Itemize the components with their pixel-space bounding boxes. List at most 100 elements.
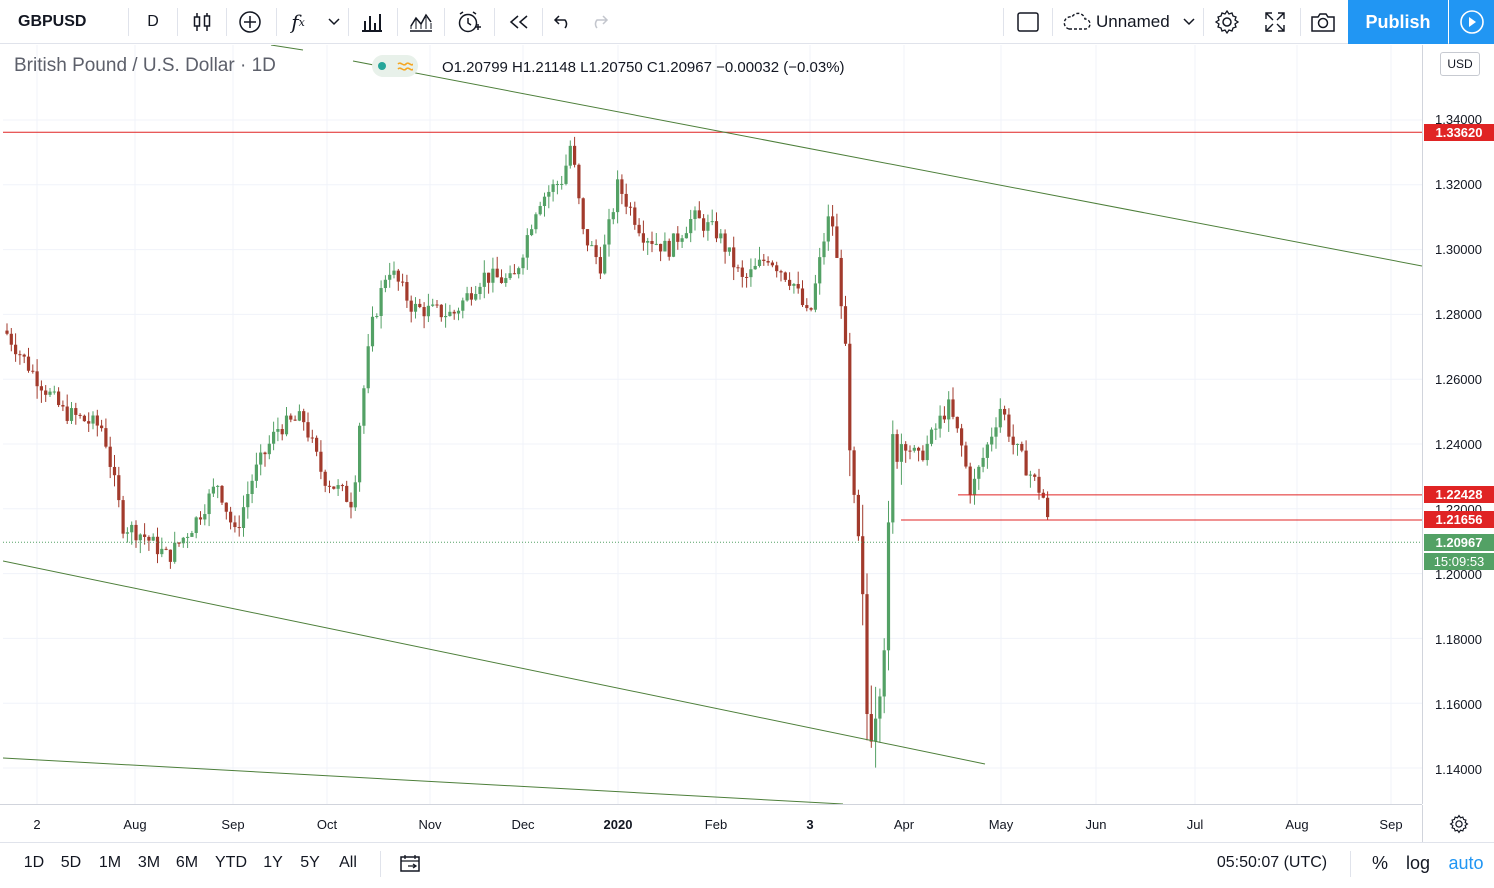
candle-body: [370, 316, 375, 347]
legend-status-pill[interactable]: [372, 55, 418, 77]
candle-body: [125, 532, 129, 534]
range-1y[interactable]: 1Y: [263, 854, 283, 871]
utc-clock[interactable]: 05:50:07 (UTC): [1216, 854, 1328, 871]
range-3m[interactable]: 3M: [137, 854, 161, 871]
auto-toggle[interactable]: auto: [1448, 852, 1484, 873]
separator: [1350, 851, 1351, 877]
fullscreen-icon[interactable]: [1254, 0, 1296, 44]
time-label: Sep: [1379, 817, 1403, 832]
candle-body: [332, 486, 336, 489]
candle-body: [392, 270, 396, 275]
gear-icon[interactable]: [1206, 0, 1248, 44]
chart-pane[interactable]: [3, 45, 1422, 804]
candle-body: [611, 212, 615, 220]
price-label: 1.20000: [1435, 567, 1482, 582]
candle-body: [577, 164, 581, 199]
candle-body: [865, 594, 869, 715]
candle-body: [917, 447, 921, 451]
redo-icon[interactable]: [582, 0, 616, 44]
range-5d[interactable]: 5D: [60, 854, 82, 871]
bar-chart-icon[interactable]: [352, 0, 392, 44]
candle-body: [499, 277, 504, 283]
compare-icon[interactable]: [400, 0, 442, 44]
price-scale[interactable]: 1.34000 1.32000 1.30000 1.28000 1.26000 …: [1422, 45, 1494, 804]
candle-body: [302, 411, 306, 423]
candle-body: [388, 274, 392, 280]
candle-body: [805, 305, 809, 309]
candle-body: [620, 179, 624, 194]
candle-body: [233, 522, 237, 528]
publish-button[interactable]: Publish: [1348, 0, 1448, 44]
candle-body: [736, 267, 740, 269]
replay-icon[interactable]: [498, 0, 540, 44]
range-1m[interactable]: 1M: [98, 854, 122, 871]
candle-body: [822, 241, 826, 258]
candle-body: [770, 262, 774, 266]
candle-body: [82, 415, 86, 422]
range-5y[interactable]: 5Y: [300, 854, 320, 871]
play-icon[interactable]: [1449, 0, 1494, 44]
candle-body: [461, 300, 465, 311]
percent-toggle[interactable]: %: [1371, 852, 1388, 873]
candle-body: [452, 311, 456, 314]
chevron-down-icon[interactable]: [1178, 0, 1200, 44]
time-axis[interactable]: 2 Aug Sep Oct Nov Dec 2020 Feb 3 Apr May…: [0, 804, 1422, 843]
candle-body: [1037, 476, 1041, 493]
candle-body: [646, 241, 650, 243]
range-6m[interactable]: 6M: [175, 854, 199, 871]
interval-button[interactable]: D: [147, 13, 159, 30]
camera-icon[interactable]: [1302, 0, 1344, 44]
candle-body: [1015, 443, 1020, 445]
price-label: 1.18000: [1435, 632, 1482, 647]
candle-body: [267, 443, 271, 455]
candle-body: [512, 273, 516, 275]
range-1d[interactable]: 1D: [23, 854, 45, 871]
square-icon[interactable]: [1008, 0, 1048, 44]
layout-name[interactable]: Unnamed: [1096, 12, 1170, 31]
candle-body: [525, 235, 529, 258]
candle-body: [547, 191, 551, 197]
candle-body: [495, 268, 499, 278]
candle-body: [641, 233, 645, 243]
trendline-upper: [352, 60, 1422, 267]
candle-body: [104, 428, 108, 447]
candle-body: [598, 257, 602, 274]
candles-icon[interactable]: [182, 0, 222, 44]
candle-body: [130, 524, 134, 533]
candle-body: [44, 390, 48, 395]
currency-button[interactable]: USD: [1440, 52, 1480, 76]
candle-body: [469, 293, 473, 300]
candle-body: [852, 450, 856, 495]
candle-body: [835, 226, 839, 258]
candle-body: [276, 429, 280, 432]
scale-settings-button[interactable]: [1422, 805, 1494, 842]
range-all[interactable]: All: [339, 854, 357, 871]
log-toggle[interactable]: log: [1405, 852, 1431, 873]
candle-body: [585, 229, 590, 246]
candle-body: [224, 502, 228, 512]
candle-body: [861, 536, 865, 595]
candle-body: [650, 241, 654, 244]
candle-body: [168, 549, 172, 562]
candle-body: [39, 386, 43, 391]
price-tag-hline: 1.22428: [1424, 486, 1494, 503]
range-ytd[interactable]: YTD: [215, 854, 247, 871]
calendar-icon[interactable]: [396, 843, 424, 883]
symbol-search[interactable]: GBPUSD: [18, 13, 87, 30]
separator: [226, 8, 227, 36]
candle-body: [813, 283, 817, 310]
price-label: 1.28000: [1435, 307, 1482, 322]
alert-icon[interactable]: [448, 0, 490, 44]
add-indicator-icon[interactable]: [230, 0, 270, 44]
candle-body: [551, 184, 555, 192]
separator: [128, 8, 129, 36]
candle-body: [216, 485, 220, 487]
candle-body: [779, 271, 783, 273]
candle-body: [100, 425, 104, 429]
candle-body: [396, 270, 400, 282]
chevron-down-icon[interactable]: [322, 0, 346, 44]
undo-icon[interactable]: [546, 0, 580, 44]
candle-body: [564, 165, 568, 184]
time-label: May: [988, 817, 1014, 832]
